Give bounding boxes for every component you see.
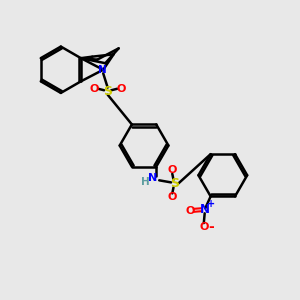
Text: N: N (98, 65, 107, 75)
Text: N: N (200, 203, 210, 216)
Text: S: S (170, 177, 179, 190)
Text: N: N (148, 173, 157, 183)
Text: O: O (168, 192, 177, 202)
Text: S: S (103, 85, 112, 98)
Text: H: H (141, 176, 149, 187)
Text: +: + (207, 200, 215, 209)
Text: -: - (208, 220, 214, 234)
Text: O: O (168, 165, 177, 175)
Text: O: O (90, 84, 99, 94)
Text: O: O (116, 84, 126, 94)
Text: O: O (199, 222, 208, 232)
Text: O: O (185, 206, 194, 216)
